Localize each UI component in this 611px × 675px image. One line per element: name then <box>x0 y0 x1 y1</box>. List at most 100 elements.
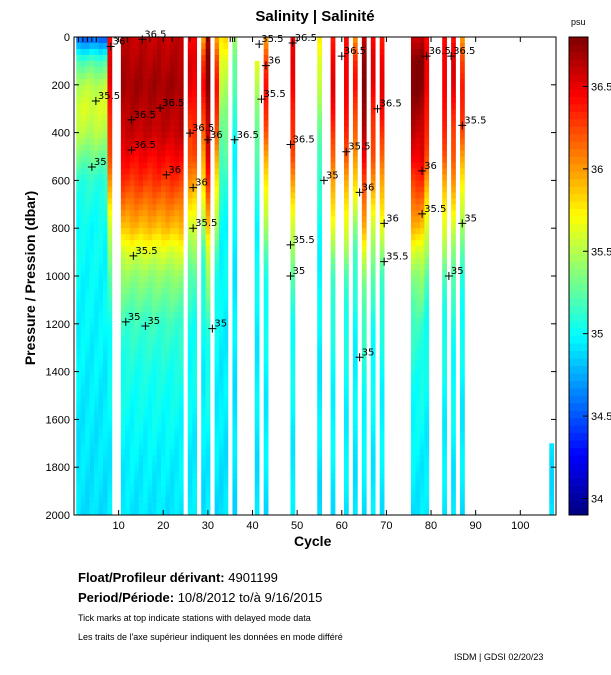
salinity-cell <box>76 276 81 283</box>
salinity-cell <box>165 264 171 271</box>
salinity-cell <box>120 102 126 109</box>
salinity-cell <box>205 78 211 86</box>
salinity-cell <box>263 353 269 360</box>
salinity-cell <box>98 287 104 295</box>
salinity-cell <box>178 437 184 444</box>
salinity-cell <box>214 467 220 474</box>
salinity-cell <box>156 108 162 115</box>
salinity-cell <box>290 234 296 241</box>
salinity-cell <box>94 419 99 426</box>
salinity-cell <box>143 258 148 265</box>
salinity-cell <box>129 437 135 444</box>
salinity-cell <box>94 126 99 133</box>
salinity-cell <box>120 335 126 343</box>
salinity-cell <box>254 509 260 516</box>
salinity-cell <box>201 371 206 378</box>
salinity-cell <box>85 365 90 372</box>
salinity-cell <box>317 407 322 414</box>
salinity-cell <box>290 168 296 175</box>
salinity-cell <box>80 138 86 145</box>
salinity-cell <box>98 156 104 163</box>
salinity-cell <box>80 479 86 486</box>
salinity-cell <box>134 252 140 259</box>
salinity-cell <box>232 383 238 390</box>
salinity-cell <box>370 270 376 277</box>
salinity-cell <box>205 72 211 80</box>
salinity-cell <box>192 311 198 319</box>
salinity-cell <box>410 443 416 450</box>
salinity-cell <box>85 473 90 480</box>
salinity-cell <box>290 479 296 486</box>
salinity-cell <box>89 293 95 301</box>
salinity-cell <box>424 264 430 271</box>
salinity-cell <box>379 234 385 241</box>
salinity-cell <box>419 413 425 420</box>
salinity-cell <box>85 341 90 348</box>
salinity-cell <box>76 461 81 468</box>
contour-marker <box>288 38 297 47</box>
salinity-cell <box>98 335 104 343</box>
salinity-cell <box>290 305 296 313</box>
salinity-cell <box>80 102 86 109</box>
salinity-cell <box>419 60 425 68</box>
salinity-cell <box>424 365 430 372</box>
salinity-cell <box>76 150 81 157</box>
profile-cycle-2 <box>80 37 86 516</box>
salinity-cell <box>143 72 148 80</box>
salinity-cell <box>379 168 385 175</box>
salinity-cell <box>205 156 211 163</box>
salinity-cell <box>223 377 229 384</box>
salinity-cell <box>205 461 211 468</box>
salinity-cell <box>424 497 430 504</box>
salinity-cell <box>370 186 376 193</box>
contour-label: 35 <box>94 157 107 168</box>
salinity-cell <box>361 276 367 283</box>
salinity-cell <box>415 42 421 50</box>
salinity-cell <box>317 180 322 187</box>
salinity-cell <box>263 126 269 133</box>
salinity-cell <box>370 132 376 139</box>
salinity-cell <box>134 305 140 313</box>
salinity-cell <box>223 371 229 378</box>
salinity-cell <box>76 407 81 414</box>
y-tick-label: 400 <box>52 128 70 140</box>
salinity-cell <box>290 192 296 199</box>
salinity-cell <box>103 66 108 74</box>
salinity-cell <box>415 311 421 319</box>
contour-label: 35 <box>147 316 160 327</box>
salinity-cell <box>442 329 447 337</box>
salinity-cell <box>370 126 376 133</box>
salinity-cell <box>80 204 86 211</box>
contour-label: 35.5 <box>263 89 285 100</box>
salinity-cell <box>192 138 198 145</box>
salinity-cell <box>442 473 447 480</box>
salinity-cell <box>419 467 425 474</box>
salinity-cell <box>317 401 322 408</box>
salinity-cell <box>263 479 269 486</box>
salinity-cell <box>165 210 171 217</box>
x-tick-label: 50 <box>291 520 303 532</box>
salinity-cell <box>201 299 206 307</box>
salinity-cell <box>147 84 153 92</box>
salinity-cell <box>129 144 135 151</box>
salinity-cell <box>138 407 144 414</box>
salinity-cell <box>451 437 456 444</box>
salinity-cell <box>370 389 376 396</box>
salinity-cell <box>330 72 336 80</box>
salinity-cell <box>352 180 358 187</box>
salinity-cell <box>410 299 416 307</box>
salinity-cell <box>85 479 90 486</box>
salinity-cell <box>192 126 198 133</box>
salinity-cell <box>85 90 90 98</box>
profile-cycle-1 <box>76 37 81 516</box>
salinity-cell <box>134 509 140 516</box>
salinity-cell <box>460 150 465 157</box>
salinity-cell <box>85 120 90 127</box>
salinity-cell <box>178 317 184 325</box>
salinity-cell <box>143 467 148 474</box>
float-label: Float/Profileur dérivant: <box>78 570 225 585</box>
salinity-cell <box>120 144 126 151</box>
salinity-cell <box>344 264 349 271</box>
salinity-cell <box>138 96 144 104</box>
salinity-cell <box>147 395 153 402</box>
